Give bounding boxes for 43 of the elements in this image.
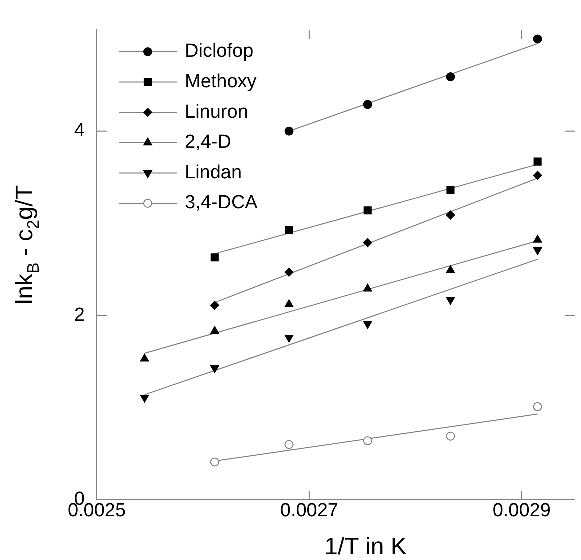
point xyxy=(533,402,542,412)
point xyxy=(284,268,294,277)
point xyxy=(363,238,372,248)
legend-label: 2,4-D xyxy=(185,132,232,154)
point xyxy=(533,248,542,256)
x-tick-label: 0.0029 xyxy=(492,500,551,522)
legend-label: 3,4-DCA xyxy=(185,192,258,214)
point xyxy=(140,394,150,403)
legend-label: Methoxy xyxy=(185,72,258,93)
point xyxy=(446,210,456,220)
point xyxy=(284,440,294,450)
point xyxy=(533,34,542,44)
point xyxy=(284,335,294,343)
point xyxy=(533,171,542,180)
x-axis-title: 1/T in K xyxy=(324,534,407,560)
point xyxy=(446,432,456,441)
point xyxy=(210,301,220,310)
point xyxy=(446,186,455,194)
point xyxy=(534,158,542,166)
y-axis-title: lnkB - c2g/T xyxy=(12,185,44,305)
point xyxy=(446,266,456,274)
point xyxy=(533,235,542,243)
legend-label: Lindan xyxy=(185,162,242,184)
point xyxy=(284,126,294,136)
point xyxy=(284,300,294,308)
point xyxy=(210,254,219,262)
point xyxy=(363,100,372,110)
point xyxy=(363,436,372,446)
point xyxy=(364,206,372,215)
point xyxy=(210,365,220,374)
y-tick-label: 4 xyxy=(74,120,86,142)
legend-label: Linuron xyxy=(185,102,248,123)
point xyxy=(210,458,220,467)
y-tick-label: 2 xyxy=(74,304,85,326)
point xyxy=(446,297,456,306)
legend-label: Diclofop xyxy=(185,41,254,62)
point xyxy=(210,326,220,334)
point xyxy=(363,284,372,292)
x-tick-label: 0.0027 xyxy=(280,500,339,522)
point xyxy=(140,354,150,362)
point xyxy=(363,321,372,329)
point xyxy=(446,72,456,82)
point xyxy=(285,226,294,234)
